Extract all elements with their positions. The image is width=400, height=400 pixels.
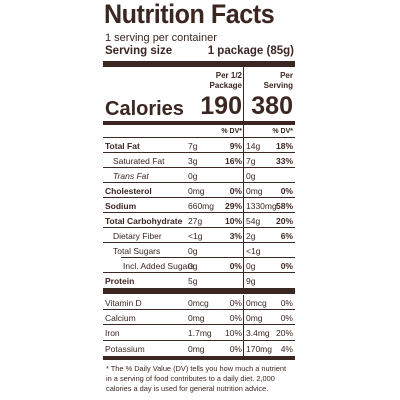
nutrient-label: Calcium <box>105 313 136 324</box>
daily-value: 0% <box>229 298 242 308</box>
nutrient-label: Sodium <box>105 201 137 211</box>
daily-value: 20% <box>275 328 293 339</box>
amount: 0mg <box>246 313 263 324</box>
column-header: Per <box>280 71 293 80</box>
thick-bar <box>103 61 295 67</box>
amount: 660mg <box>188 201 214 211</box>
daily-value: 10% <box>224 216 242 226</box>
amount: 1330mg <box>246 201 277 211</box>
daily-value: 6% <box>280 231 293 241</box>
column-header: Serving <box>263 81 293 90</box>
daily-value: 29% <box>224 201 242 211</box>
amount: 54g <box>246 216 261 226</box>
nutrient-label: Saturated Fat <box>113 156 165 166</box>
row-line <box>121 257 295 258</box>
amount: 0mg <box>188 313 205 324</box>
amount: <1g <box>246 246 261 256</box>
daily-value: 0% <box>280 186 293 196</box>
daily-value: 9% <box>229 141 242 151</box>
nutrient-label: Protein <box>105 276 135 286</box>
daily-value: 58% <box>275 201 293 211</box>
amount: 27g <box>188 216 203 226</box>
amount: 14g <box>246 141 261 151</box>
row-line <box>103 182 295 183</box>
calories-label: Calories <box>105 98 184 120</box>
serving-size-value: 1 package (85g) <box>207 45 294 57</box>
daily-value: 18% <box>275 141 293 151</box>
daily-value: 20% <box>275 216 293 226</box>
daily-value: 4% <box>280 343 293 354</box>
nutrient-label: Iron <box>105 328 120 339</box>
column-header: Per 1/2 <box>215 71 242 80</box>
nutrition-label: Nutrition Facts 1 serving per container Se… <box>103 0 295 400</box>
row-line <box>103 272 295 273</box>
daily-value: 3% <box>229 231 242 241</box>
nutrient-label: Incl. Added Sugars <box>123 261 195 271</box>
row-line <box>103 212 295 213</box>
row-line <box>103 167 295 168</box>
nutrient-label: Total Carbohydrate <box>105 216 183 226</box>
daily-value: 0% <box>229 313 242 324</box>
daily-value: 0% <box>280 313 293 324</box>
amount: <1g <box>188 231 203 241</box>
thick-bar <box>103 356 295 360</box>
daily-value: 10% <box>224 328 242 339</box>
serving-size-label: Serving size <box>105 45 173 57</box>
daily-value: 0% <box>229 261 242 271</box>
daily-value: 0% <box>229 343 242 354</box>
row-line <box>103 339 295 341</box>
amount: 0mg <box>188 186 205 196</box>
nutrient-label: Potassium <box>105 343 145 354</box>
amount: 0mg <box>246 186 263 196</box>
amount: 0g <box>188 261 198 271</box>
nutrient-label: Total Sugars <box>113 246 161 256</box>
amount: 3g <box>188 156 198 166</box>
column-divider <box>243 67 244 288</box>
row-line <box>103 197 295 198</box>
amount: 0mcg <box>188 298 209 308</box>
row-line <box>103 242 295 243</box>
dv-header: % DV* <box>221 128 242 135</box>
nutrient-label: Trans Fat <box>113 171 149 181</box>
daily-value: 33% <box>275 156 293 166</box>
amount: 0mg <box>188 343 205 354</box>
amount: 9g <box>246 276 256 286</box>
nutrient-label: Dietary Fiber <box>113 231 162 241</box>
amount: 0g <box>188 171 198 181</box>
dv-header: % DV* <box>272 128 293 135</box>
amount: 5g <box>188 276 198 286</box>
amount: 0g <box>246 171 256 181</box>
amount: 7g <box>246 156 256 166</box>
row-line <box>103 152 295 153</box>
amount: 0mcg <box>246 298 267 308</box>
column-divider <box>243 295 244 356</box>
thick-bar <box>103 121 295 125</box>
amount: 1.7mg <box>188 328 212 339</box>
row-line <box>103 309 295 311</box>
row-line <box>103 227 295 228</box>
nutrient-label: Vitamin D <box>105 298 142 308</box>
calories-value: 190 <box>200 92 242 120</box>
footnote: * The % Daily Value (DV) tells you how m… <box>106 364 287 393</box>
daily-value: 0% <box>280 261 293 271</box>
calories-value: 380 <box>251 92 293 120</box>
amount: 170mg <box>246 343 272 354</box>
amount: 7g <box>188 141 198 151</box>
row-line <box>103 137 295 138</box>
daily-value: 16% <box>224 156 242 166</box>
column-header: Package <box>209 81 242 90</box>
daily-value: 0% <box>280 298 293 308</box>
nutrient-label: Total Fat <box>105 141 140 151</box>
nutrient-label: Cholesterol <box>105 186 152 196</box>
servings: 1 serving per container <box>105 32 217 44</box>
amount: 3.4mg <box>246 328 270 339</box>
amount: 2g <box>246 231 256 241</box>
daily-value: 0% <box>229 186 242 196</box>
thick-bar <box>103 288 295 294</box>
title: Nutrition Facts <box>104 0 275 29</box>
row-line <box>103 324 295 326</box>
amount: 0g <box>188 246 198 256</box>
amount: 0g <box>246 261 256 271</box>
